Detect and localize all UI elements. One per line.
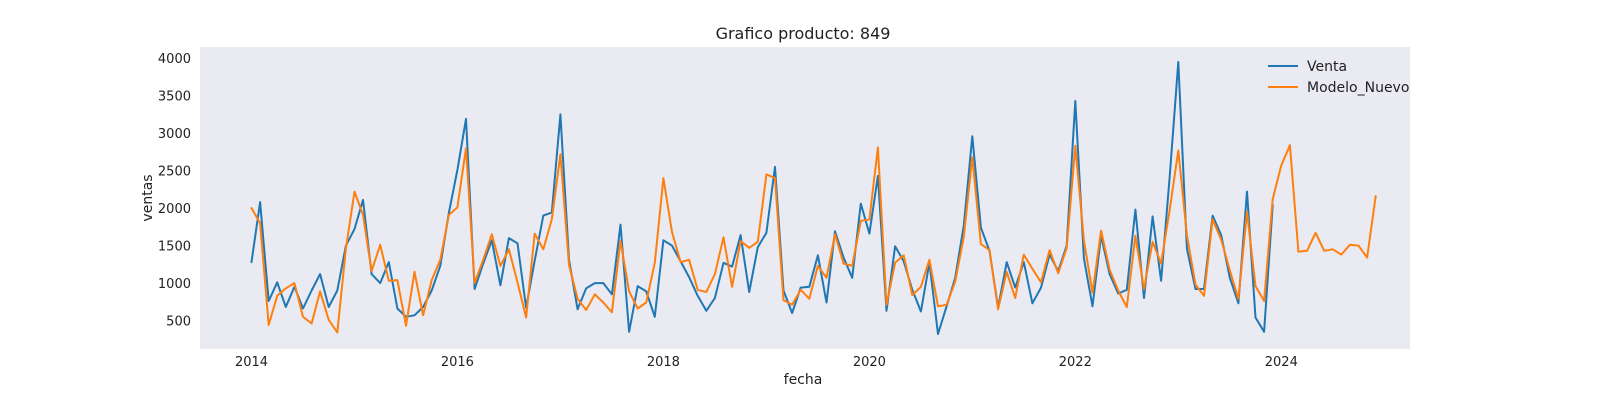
series-line-modelo-nuevo (250, 144, 1377, 334)
x-tick-label-2014: 2014 (235, 355, 268, 370)
x-axis-ticks: 2014 2016 2018 2020 2022 2024 (235, 355, 1298, 370)
x-tick-label-2024: 2024 (1265, 355, 1298, 370)
y-axis-ticks: 500 1000 1500 2000 2500 3000 3500 4000 (158, 52, 191, 329)
chart-legend: Venta Modelo_Nuevo (1268, 59, 1409, 96)
x-tick-label-2016: 2016 (441, 355, 474, 370)
plot-area (200, 47, 1410, 349)
y-axis-label: ventas (140, 174, 156, 221)
series-layer (250, 61, 1377, 335)
legend-label-modelo-nuevo: Modelo_Nuevo (1307, 80, 1409, 96)
y-tick-label-500: 500 (166, 315, 191, 330)
y-tick-label-3500: 3500 (158, 90, 191, 105)
y-tick-label-1000: 1000 (158, 277, 191, 292)
y-tick-label-1500: 1500 (158, 240, 191, 255)
x-axis-label: fecha (784, 372, 823, 388)
y-tick-label-4000: 4000 (158, 52, 191, 67)
chart-title: Grafico producto: 849 (716, 24, 891, 43)
y-tick-label-2500: 2500 (158, 165, 191, 180)
x-tick-label-2022: 2022 (1059, 355, 1092, 370)
legend-label-venta: Venta (1307, 59, 1347, 75)
x-tick-label-2018: 2018 (647, 355, 680, 370)
y-tick-label-3000: 3000 (158, 127, 191, 142)
y-tick-label-2000: 2000 (158, 202, 191, 217)
x-tick-label-2020: 2020 (853, 355, 886, 370)
